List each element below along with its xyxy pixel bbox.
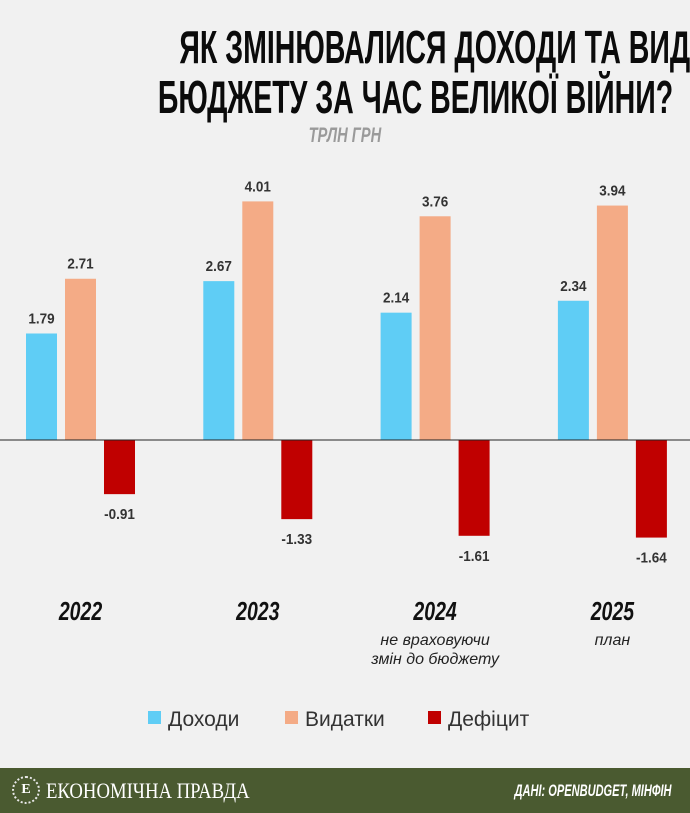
- year-label: 2025: [590, 596, 635, 625]
- brand-text: ЕКОНОМІЧНА ПРАВДА: [46, 778, 250, 803]
- data-label: 2.67: [206, 259, 232, 276]
- legend-swatch-Доходи: [148, 711, 161, 724]
- year-label: 2024: [413, 596, 457, 625]
- bar-Видатки-2023: [242, 201, 274, 440]
- bar-Дефіцит-2024: [458, 440, 490, 536]
- legend-label: Дефіцит: [448, 708, 530, 731]
- legend-label: Видатки: [305, 708, 385, 731]
- data-label: -1.33: [281, 532, 312, 549]
- data-label: 3.76: [422, 194, 448, 211]
- legend-swatch-Дефіцит: [428, 711, 441, 724]
- bar-Видатки-2022: [65, 278, 96, 440]
- legend-label: Доходи: [168, 708, 239, 731]
- data-label: -0.91: [104, 507, 135, 524]
- bar-Доходи-2023: [203, 281, 235, 440]
- title-text: БЮДЖЕТУ ЗА ЧАС ВЕЛИКОЇ ВІЙНИ?: [157, 71, 674, 123]
- bar-Дефіцит-2023: [281, 440, 313, 520]
- data-label: 3.94: [599, 183, 625, 200]
- bar-Доходи-2022: [26, 333, 57, 440]
- bar-Дефіцит-2025: [635, 440, 667, 538]
- brand-name: ЕКОНОМІЧНА ПРАВДА: [46, 778, 286, 804]
- data-label: 2.14: [383, 290, 409, 307]
- year-note: план: [595, 632, 631, 649]
- unit-text: ТРЛН ГРН: [308, 124, 382, 147]
- bar-Доходи-2025: [557, 300, 589, 440]
- bar-Видатки-2024: [419, 216, 451, 440]
- data-source: ДАНІ: OPENBUDGET, МІНФІН: [430, 781, 672, 801]
- year-label: 2023: [235, 596, 279, 625]
- footer: Е ЕКОНОМІЧНА ПРАВДА ДАНІ: OPENBUDGET, МІ…: [0, 768, 690, 813]
- chart-title-line-1: ЯК ЗМІНЮВАЛИСЯ ДОХОДИ ТА ВИДАТКИ: [0, 24, 690, 70]
- chart-title-line-2: БЮДЖЕТУ ЗА ЧАС ВЕЛИКОЇ ВІЙНИ?: [0, 74, 690, 120]
- data-label: -1.61: [459, 548, 490, 565]
- year-label: 2022: [58, 596, 102, 625]
- data-label: 4.01: [245, 179, 271, 196]
- bar-chart: 1.79 2.71 -0.91 2022 2.67 4.01 -1.33 2023 2.14 3.…: [0, 179, 690, 731]
- data-label: 2.71: [67, 256, 93, 273]
- title-text: ЯК ЗМІНЮВАЛИСЯ ДОХОДИ ТА ВИДАТКИ: [179, 21, 690, 73]
- data-label: -1.64: [636, 550, 667, 567]
- bar-Видатки-2025: [596, 205, 628, 440]
- bar-Дефіцит-2022: [104, 440, 135, 495]
- data-label: 1.79: [28, 311, 54, 328]
- year-note: не враховуючи: [380, 632, 489, 649]
- logo-icon: Е: [12, 776, 40, 804]
- bar-Доходи-2024: [380, 312, 412, 440]
- legend-swatch-Видатки: [285, 711, 298, 724]
- data-label: 2.34: [560, 278, 586, 295]
- source-text: ДАНІ: OPENBUDGET, МІНФІН: [515, 781, 672, 800]
- year-note: змін до бюджету: [370, 651, 500, 668]
- unit-label: ТРЛН ГРН: [0, 124, 690, 148]
